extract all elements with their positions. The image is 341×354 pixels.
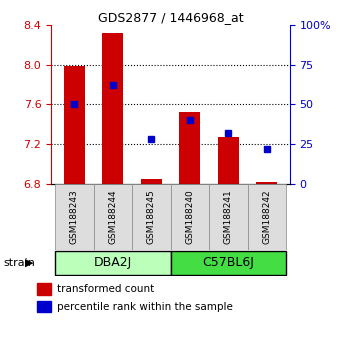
Title: GDS2877 / 1446968_at: GDS2877 / 1446968_at <box>98 11 243 24</box>
Bar <box>218 137 239 184</box>
Bar <box>141 179 162 184</box>
Text: GSM188244: GSM188244 <box>108 189 117 244</box>
Text: GSM188241: GSM188241 <box>224 189 233 244</box>
Text: GSM188242: GSM188242 <box>262 189 271 244</box>
Text: ▶: ▶ <box>25 258 33 268</box>
FancyBboxPatch shape <box>170 251 286 275</box>
Bar <box>64 65 85 184</box>
Bar <box>36 301 51 312</box>
Bar <box>256 182 277 184</box>
Text: strain: strain <box>3 258 35 268</box>
FancyBboxPatch shape <box>93 184 132 250</box>
FancyBboxPatch shape <box>132 184 170 250</box>
FancyBboxPatch shape <box>209 184 248 250</box>
Text: GSM188245: GSM188245 <box>147 189 156 244</box>
FancyBboxPatch shape <box>55 251 170 275</box>
Text: GSM188240: GSM188240 <box>185 189 194 244</box>
Text: transformed count: transformed count <box>57 284 154 294</box>
Bar <box>36 283 51 295</box>
FancyBboxPatch shape <box>170 184 209 250</box>
FancyBboxPatch shape <box>248 184 286 250</box>
Text: GSM188243: GSM188243 <box>70 189 79 244</box>
Bar <box>179 112 201 184</box>
FancyBboxPatch shape <box>55 184 93 250</box>
Text: C57BL6J: C57BL6J <box>202 256 254 269</box>
Text: DBA2J: DBA2J <box>94 256 132 269</box>
Bar <box>102 33 123 184</box>
Text: percentile rank within the sample: percentile rank within the sample <box>57 302 233 312</box>
